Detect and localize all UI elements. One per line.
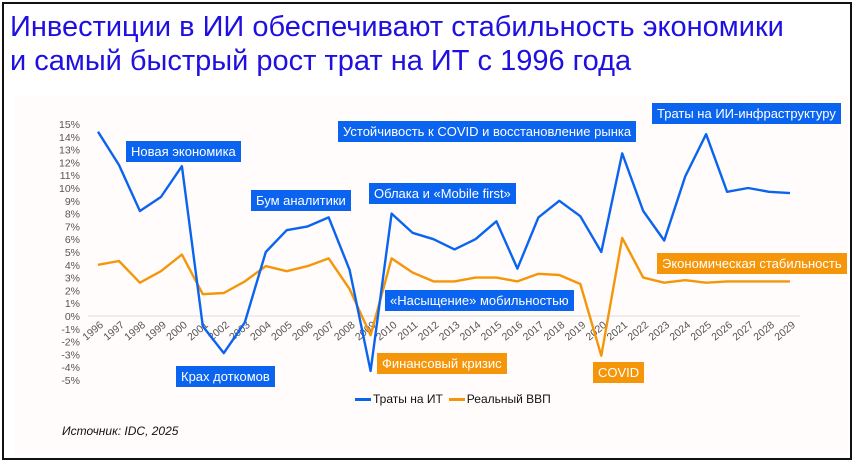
x-tick-label: 2019 [563,319,589,343]
y-tick-label: 2% [65,285,80,297]
legend-label-gdp: Реальный ВВП [466,392,551,406]
source-note: Источник: IDC, 2025 [62,424,179,438]
x-tick-label: 2005 [269,319,295,343]
y-tick-label: 12% [59,157,80,169]
x-tick-label: 2029 [772,319,798,343]
annotation-mobile-saturation: «Насыщение» мобильностью [385,290,574,311]
series-line-real-gdp [97,236,790,357]
x-tick-label: 2002 [206,319,232,343]
annotation-financial-crisis: Финансовый кризис [377,353,507,374]
x-tick-label: 2014 [458,319,484,343]
series-line-it-spending [96,131,791,373]
y-tick-label: 11% [60,170,80,182]
x-tick-label: 2007 [311,319,337,343]
y-tick-label: 6% [65,234,80,246]
y-tick-label: 1% [65,298,80,310]
x-tick-label: 2022 [626,319,652,343]
annotation-dotcom-crash: Крах доткомов [176,366,275,387]
annotation-covid-resilience: Устойчивость к COVID и восстановление ры… [338,121,637,142]
x-tick-label: 2011 [395,319,420,343]
x-tick-label: 1996 [80,319,106,343]
annotation-analytics-boom: Бум аналитики [251,190,351,211]
y-tick-label: 13% [59,145,80,157]
legend: Траты на ИТ Реальный ВВП [355,392,551,406]
y-tick-label: 10% [59,183,80,195]
y-tick-label: -1% [61,324,80,336]
x-tick-label: 2017 [521,319,547,343]
annotation-economic-stability: Экономическая стабильность [657,253,847,274]
y-tick-label: -2% [61,337,80,349]
y-tick-label: 3% [65,273,80,285]
y-tick-label: 4% [65,260,80,272]
y-tick-label: 15% [59,119,80,131]
y-tick-label: 8% [65,209,80,221]
x-tick-label: 2004 [248,319,274,343]
x-tick-label: 2008 [332,319,358,343]
y-tick-label: 7% [65,221,80,233]
x-tick-label: 2026 [709,319,735,343]
y-tick-label: -3% [61,349,80,361]
y-tick-label: -5% [61,375,80,387]
x-tick-label: 2000 [164,319,190,343]
x-tick-label: 2024 [667,319,693,343]
x-tick-label: 2013 [437,319,463,343]
x-tick-label: 2016 [500,319,526,343]
legend-swatch-gdp [448,397,465,401]
y-tick-label: 5% [65,247,80,259]
x-tick-label: 1998 [122,319,148,343]
x-tick-label: 1997 [101,319,127,343]
title-line-2: и самый быстрый рост трат на ИТ с 1996 г… [10,45,632,77]
x-tick-label: 2021 [605,319,631,343]
x-tick-label: 2012 [416,319,442,343]
annotation-covid: COVID [593,362,645,383]
annotation-ai-infrastructure: Траты на ИИ-инфраструктуру [652,103,841,124]
page-title: Инвестиции в ИИ обеспечивают стабильност… [10,10,850,78]
legend-label-it: Траты на ИТ [373,392,443,406]
y-tick-label: 14% [59,132,80,144]
title-line-1: Инвестиции в ИИ обеспечивают стабильност… [10,11,784,43]
legend-swatch-it [355,397,371,401]
annotation-cloud-mobile: Облака и «Mobile first» [369,183,516,204]
x-tick-label: 2028 [751,319,777,343]
y-tick-label: 0% [65,311,80,323]
annotation-new-economy: Новая экономика [126,141,241,162]
y-tick-label: 9% [65,196,80,208]
x-tick-label: 2023 [647,319,673,343]
x-tick-label: 2018 [542,319,568,343]
x-tick-label: 2006 [290,319,316,343]
x-tick-label: 2027 [730,319,756,343]
x-tick-label: 1999 [143,319,169,343]
x-tick-label: 2025 [688,319,714,343]
x-tick-label: 2015 [479,319,505,343]
y-tick-label: -4% [61,362,80,374]
